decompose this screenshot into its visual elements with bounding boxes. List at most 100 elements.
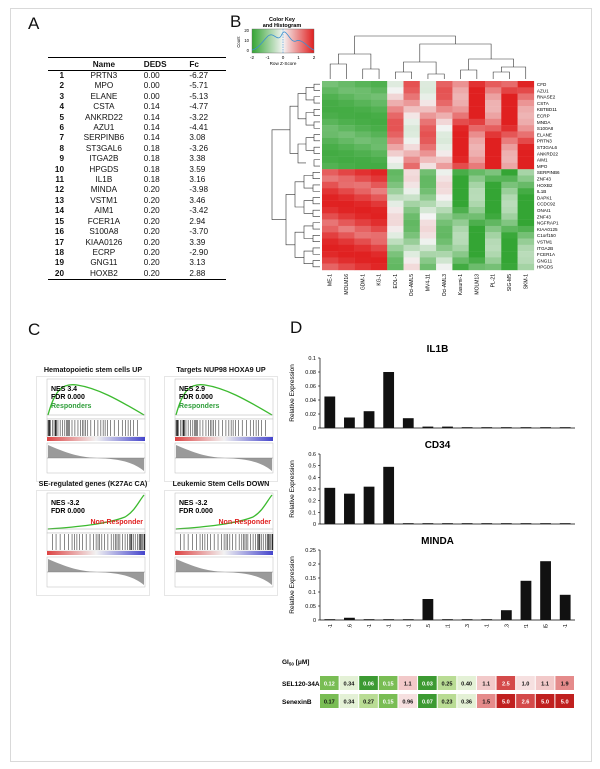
heatmap-cell (419, 238, 437, 245)
heatmap-cell (387, 175, 404, 182)
gsea-enrichment-curve (175, 384, 273, 416)
gene-table-cell: -5.71 (189, 81, 209, 91)
heatmap-cell (419, 118, 437, 126)
gi50-value: 2.6 (522, 700, 530, 706)
heatmap-cell (354, 175, 372, 182)
heatmap-cell (322, 194, 339, 201)
table-row: 1 PRTN3 0.00 -6.27 (48, 71, 226, 82)
heatmap-cell (452, 81, 469, 88)
gsea-ranking-strip (175, 437, 273, 441)
gi50-cell (516, 694, 535, 708)
heatmap-cell (419, 106, 437, 113)
figure-frame (10, 8, 592, 762)
heatmap-cell (436, 200, 453, 208)
table-row: 10 HPGDS 0.18 3.59 (48, 165, 226, 175)
heatmap-cell (452, 125, 469, 132)
panel-label-b: B (230, 12, 242, 31)
heatmap-cell (485, 232, 502, 239)
heatmap-cell (403, 162, 420, 170)
gene-table-cell: 0.20 (143, 237, 160, 247)
heatmap-cell (501, 131, 518, 138)
heatmap-cell (468, 263, 486, 271)
heatmap-cell (452, 238, 469, 245)
heatmap-cell (370, 125, 388, 132)
heatmap-cell (387, 169, 404, 176)
heatmap-cell (485, 225, 502, 233)
gi50-value: 0.15 (383, 700, 394, 706)
gene-label: ONAI1 (537, 208, 551, 213)
dendrogram-branch (468, 58, 514, 70)
heatmap-cell (517, 194, 535, 201)
gene-table-cell: AIM1 (94, 206, 114, 216)
heatmap-cell (322, 257, 339, 264)
heatmap-cell (387, 150, 404, 157)
heatmap-cell (370, 257, 388, 264)
heatmap-cell (338, 112, 355, 119)
heatmap-cell (436, 112, 453, 119)
dendrogram-branch (312, 184, 320, 192)
y-tick-label: 0 (313, 426, 316, 432)
gene-label: ITGA2B (537, 246, 553, 251)
heatmap-cell (468, 87, 486, 94)
heatmap-cell (322, 156, 339, 164)
gene-table-cell: 15 (54, 216, 64, 226)
heatmap-cell (387, 144, 404, 151)
gene-table-cell: 13 (54, 195, 64, 205)
heatmap-cell (338, 188, 355, 195)
cell-line-label: GDM-1 (360, 274, 366, 290)
heatmap-cell (370, 200, 388, 208)
gsea-fdr: FDR 0.000 (51, 508, 85, 515)
heatmap-cell (403, 263, 420, 271)
gsea-enrichment-curve (47, 494, 145, 530)
dendrogram-branch (312, 197, 320, 205)
heatmap-cell (322, 137, 339, 145)
bar (481, 427, 493, 428)
bar (500, 427, 512, 428)
heatmap-cell (419, 112, 437, 119)
gi50-cell (378, 694, 398, 708)
y-tick-label: 0.5 (308, 464, 316, 470)
gi50-value: 0.03 (422, 682, 433, 688)
heatmap-cell (387, 244, 404, 252)
x-tick-label: PL-21 (524, 624, 530, 628)
y-tick-label: 0.1 (308, 356, 316, 362)
y-tick-label: 0.1 (308, 510, 316, 516)
bar (559, 427, 571, 428)
color-key-tick: 0 (282, 55, 285, 60)
heatmap-cell (338, 169, 355, 176)
gene-table-header-cell: DEDS (141, 57, 188, 71)
heatmap-cell (436, 232, 453, 239)
gsea-nes: NES 2.9 (179, 386, 205, 393)
heatmap-cell (501, 118, 518, 126)
heatmap-cell (436, 93, 453, 101)
heatmap-cell (501, 232, 518, 239)
heatmap-cell (387, 213, 404, 220)
heatmap-cell (517, 188, 535, 195)
dendrogram-branch (460, 69, 478, 79)
y-tick-label: 0.25 (305, 548, 316, 554)
heatmap-cell (452, 251, 469, 258)
heatmap-cell (452, 188, 469, 195)
gene-label: CFD (537, 82, 547, 87)
gi50-value: 0.25 (442, 682, 453, 688)
gene-label: ECRP (537, 114, 550, 119)
heatmap-cell (419, 81, 437, 88)
gene-table-cell: GNG11 (90, 258, 118, 268)
heatmap-cell (403, 213, 420, 220)
heatmap-cell (468, 125, 486, 132)
heatmap-cell (468, 162, 486, 170)
gsea-plot: Leukemic Stem Cells DOWN NES -3.2 FDR 0.00… (164, 479, 278, 596)
color-key-y-label: Count (236, 36, 241, 48)
heatmap-cell (485, 257, 502, 264)
gi50-cell (535, 676, 555, 690)
bar (442, 523, 453, 524)
gi50-cell (320, 694, 339, 708)
gene-label: KBTBD11 (537, 107, 558, 112)
bar (344, 493, 355, 524)
heatmap-cell (517, 99, 535, 107)
heatmap-cell (419, 257, 437, 264)
heatmap-cell (501, 169, 518, 176)
gi50-cell (320, 676, 339, 690)
bar (324, 619, 336, 620)
gsea-title: Leukemic Stem Cells DOWN (172, 479, 270, 488)
